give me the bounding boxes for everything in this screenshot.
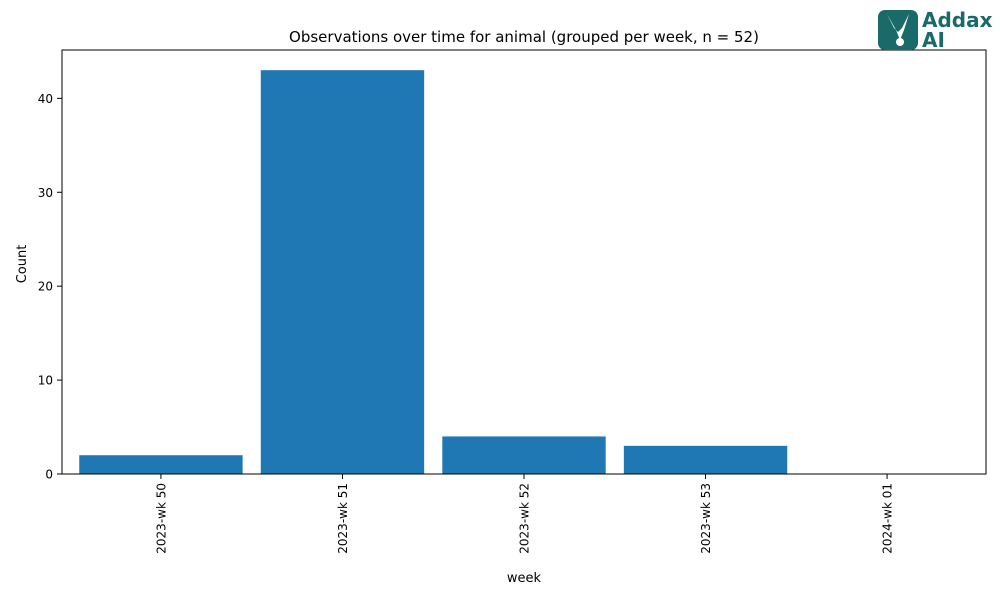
y-tick-label: 10 [38,374,53,388]
axes-frame [61,49,987,475]
y-tick-label: 0 [45,468,53,482]
x-tick-label: 2023-wk 53 [699,483,713,554]
y-axis-label: Count [15,245,30,284]
bar-2023-wk-50 [79,455,243,474]
chart-title: Observations over time for animal (group… [289,28,759,46]
bar-2023-wk-52 [442,436,606,474]
x-tick-label: 2023-wk 50 [154,483,168,554]
plot-area: 0 10 20 30 40 2023-wk 50 2023-wk 51 2023-wk 52 2… [38,49,987,554]
bar-2023-wk-53 [623,445,788,474]
x-axis-label: week [507,571,542,586]
y-tick-label: 40 [38,92,53,106]
logo-text-line1: Addax [922,8,993,32]
y-tick-label: 20 [38,280,53,294]
antelope-icon [878,10,918,50]
logo-text-line2: AI [922,28,945,52]
x-tick-label: 2023-wk 51 [336,483,350,554]
y-tick-label: 30 [38,186,53,200]
x-tick-label: 2023-wk 52 [518,483,532,554]
x-tick-label: 2024-wk 01 [881,483,895,554]
addax-ai-logo: Addax AI [878,10,993,52]
bar-2023-wk-51 [260,70,425,474]
